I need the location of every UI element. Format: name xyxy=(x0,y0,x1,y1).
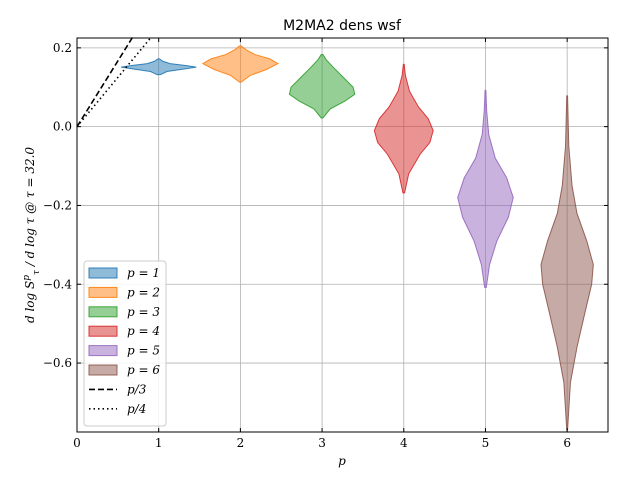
x-tick-label: 1 xyxy=(155,436,163,450)
y-tick-label: −0.6 xyxy=(43,356,72,370)
legend-label: p = 2 xyxy=(127,285,160,299)
x-tick-label: 5 xyxy=(482,436,490,450)
legend-swatch xyxy=(88,306,118,318)
axis-ticks: 0 1 2 3 4 5 6 −0.6 −0.4 −0.2 0.0 0.2 xyxy=(43,38,608,450)
legend-swatch xyxy=(88,345,118,357)
violin-p2 xyxy=(201,45,280,83)
chart-legend: p = 1 p = 2 p = 3 p = 4 p = 5 p = 6 p/3 p/4 xyxy=(83,260,167,427)
legend-label: p = 6 xyxy=(127,363,160,377)
violin-p4 xyxy=(373,63,434,194)
legend-label: p = 5 xyxy=(127,344,160,358)
x-tick-label: 6 xyxy=(563,436,571,450)
violin-layer xyxy=(121,45,594,431)
y-tick-label: 0.0 xyxy=(53,120,72,134)
x-tick-label: 4 xyxy=(400,436,408,450)
legend-label: p = 3 xyxy=(127,305,160,319)
x-axis-label: p xyxy=(338,454,346,468)
legend-label: p = 1 xyxy=(127,266,160,280)
violin-p6 xyxy=(540,95,594,431)
plot-frame xyxy=(76,37,609,433)
legend-swatch xyxy=(88,267,118,279)
legend-swatch xyxy=(88,325,118,337)
legend-label: p = 4 xyxy=(127,324,160,338)
y-tick-label: −0.4 xyxy=(43,277,73,291)
y-tick-label: 0.2 xyxy=(53,41,72,55)
legend-label: p/4 xyxy=(127,402,146,416)
violin-p5 xyxy=(457,89,514,288)
line-dotted xyxy=(76,37,152,128)
chart-title: M2MA2 dens wsf xyxy=(283,18,402,34)
y-tick-label: −0.2 xyxy=(43,198,72,212)
x-tick-label: 0 xyxy=(73,436,81,450)
x-tick-label: 2 xyxy=(237,436,245,450)
violin-p3 xyxy=(288,54,356,119)
legend-label: p/3 xyxy=(127,382,147,396)
legend-swatch xyxy=(88,364,118,376)
reference-lines xyxy=(76,36,152,128)
legend-box xyxy=(83,260,167,427)
x-tick-label: 3 xyxy=(318,436,326,450)
legend-swatch xyxy=(88,286,118,298)
violin-p1 xyxy=(121,58,197,76)
